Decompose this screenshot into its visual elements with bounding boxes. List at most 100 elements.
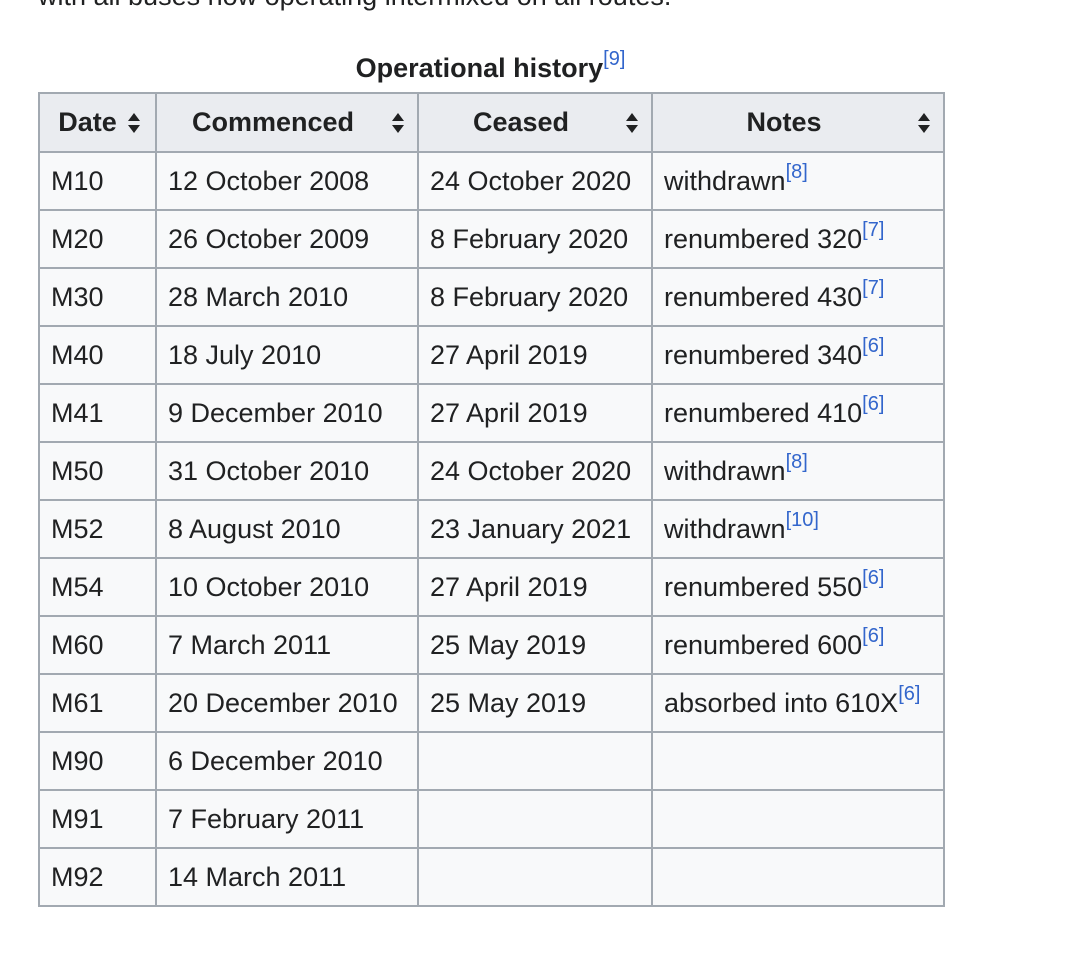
reference-link[interactable]: [6] <box>862 392 885 415</box>
note-text: renumbered 600 <box>664 629 863 660</box>
ceased-cell <box>417 847 653 907</box>
table-row: M40 18 July 2010 27 April 2019 renumbere… <box>38 325 945 385</box>
note-text: renumbered 550 <box>664 571 863 602</box>
notes-cell: renumbered 410[6] <box>651 383 945 443</box>
commenced-cell: 26 October 2009 <box>155 209 419 269</box>
note-text: withdrawn <box>664 513 786 544</box>
ceased-cell <box>417 731 653 791</box>
note-text: renumbered 410 <box>664 397 863 428</box>
route-cell: M61 <box>38 673 157 733</box>
column-header-notes[interactable]: Notes <box>651 92 945 153</box>
table-row: M60 7 March 2011 25 May 2019 renumbered … <box>38 615 945 675</box>
ceased-cell: 8 February 2020 <box>417 267 653 327</box>
commenced-cell: 12 October 2008 <box>155 151 419 211</box>
commenced-cell: 31 October 2010 <box>155 441 419 501</box>
notes-cell <box>651 731 945 791</box>
column-header-label: Ceased <box>472 107 570 137</box>
ceased-cell: 27 April 2019 <box>417 557 653 617</box>
commenced-cell: 6 December 2010 <box>155 731 419 791</box>
notes-cell: withdrawn[8] <box>651 441 945 501</box>
ceased-cell: 27 April 2019 <box>417 383 653 443</box>
notes-cell: renumbered 430[7] <box>651 267 945 327</box>
reference-link[interactable]: [8] <box>785 160 808 183</box>
notes-cell: absorbed into 610X[6] <box>651 673 945 733</box>
column-header-label: Commenced <box>191 107 355 137</box>
ceased-cell: 8 February 2020 <box>417 209 653 269</box>
route-cell: M54 <box>38 557 157 617</box>
ceased-cell: 23 January 2021 <box>417 499 653 559</box>
operational-history-table: Date Commenced Ceased Notes M10 12 Octob… <box>38 92 945 907</box>
ceased-cell: 24 October 2020 <box>417 151 653 211</box>
caption-ref-link[interactable]: [9] <box>603 48 626 70</box>
route-cell: M50 <box>38 441 157 501</box>
note-text: absorbed into 610X <box>664 687 899 718</box>
table-caption: Operational history[9] <box>38 48 943 88</box>
ceased-cell: 25 May 2019 <box>417 673 653 733</box>
reference-link[interactable]: [8] <box>785 450 808 473</box>
table-row: M10 12 October 2008 24 October 2020 with… <box>38 151 945 211</box>
table-row: M30 28 March 2010 8 February 2020 renumb… <box>38 267 945 327</box>
route-cell: M10 <box>38 151 157 211</box>
column-header-date[interactable]: Date <box>38 92 157 153</box>
caption-ref: [9] <box>603 48 625 70</box>
table-row: M90 6 December 2010 <box>38 731 945 791</box>
commenced-cell: 20 December 2010 <box>155 673 419 733</box>
above-paragraph-text: with all buses now operating intermixed … <box>38 0 671 11</box>
table-row: M92 14 March 2011 <box>38 847 945 907</box>
reference-link[interactable]: [7] <box>862 218 885 241</box>
sort-both-icon <box>918 112 930 133</box>
route-cell: M30 <box>38 267 157 327</box>
route-cell: M92 <box>38 847 157 907</box>
table-row: M41 9 December 2010 27 April 2019 renumb… <box>38 383 945 443</box>
note-text: withdrawn <box>664 455 786 486</box>
route-cell: M20 <box>38 209 157 269</box>
sort-both-icon <box>392 112 404 133</box>
column-header-commenced[interactable]: Commenced <box>155 92 419 153</box>
notes-cell: renumbered 320[7] <box>651 209 945 269</box>
table-row: M54 10 October 2010 27 April 2019 renumb… <box>38 557 945 617</box>
table-row: M50 31 October 2010 24 October 2020 with… <box>38 441 945 501</box>
table-row: M91 7 February 2011 <box>38 789 945 849</box>
notes-cell <box>651 847 945 907</box>
ceased-cell: 24 October 2020 <box>417 441 653 501</box>
note-text: renumbered 320 <box>664 223 863 254</box>
sort-both-icon <box>626 112 638 133</box>
notes-cell: renumbered 550[6] <box>651 557 945 617</box>
column-header-label: Date <box>58 107 117 137</box>
table-header-row: Date Commenced Ceased Notes <box>38 92 945 153</box>
commenced-cell: 28 March 2010 <box>155 267 419 327</box>
caption-title: Operational history <box>355 53 604 83</box>
ceased-cell: 25 May 2019 <box>417 615 653 675</box>
reference-link[interactable]: [6] <box>862 334 885 357</box>
commenced-cell: 10 October 2010 <box>155 557 419 617</box>
sort-both-icon <box>128 112 140 133</box>
notes-cell: renumbered 600[6] <box>651 615 945 675</box>
reference-link[interactable]: [7] <box>862 276 885 299</box>
column-header-label: Notes <box>746 107 822 137</box>
commenced-cell: 7 February 2011 <box>155 789 419 849</box>
route-cell: M90 <box>38 731 157 791</box>
notes-cell: withdrawn[8] <box>651 151 945 211</box>
reference-link[interactable]: [6] <box>862 624 885 647</box>
commenced-cell: 18 July 2010 <box>155 325 419 385</box>
route-cell: M52 <box>38 499 157 559</box>
route-cell: M60 <box>38 615 157 675</box>
commenced-cell: 7 March 2011 <box>155 615 419 675</box>
route-cell: M91 <box>38 789 157 849</box>
route-cell: M40 <box>38 325 157 385</box>
route-cell: M41 <box>38 383 157 443</box>
column-header-ceased[interactable]: Ceased <box>417 92 653 153</box>
table-row: M20 26 October 2009 8 February 2020 renu… <box>38 209 945 269</box>
notes-cell: renumbered 340[6] <box>651 325 945 385</box>
ceased-cell <box>417 789 653 849</box>
ceased-cell: 27 April 2019 <box>417 325 653 385</box>
commenced-cell: 9 December 2010 <box>155 383 419 443</box>
table-row: M52 8 August 2010 23 January 2021 withdr… <box>38 499 945 559</box>
note-text: renumbered 340 <box>664 339 863 370</box>
reference-link[interactable]: [6] <box>862 566 885 589</box>
commenced-cell: 14 March 2011 <box>155 847 419 907</box>
reference-link[interactable]: [6] <box>898 682 921 705</box>
reference-link[interactable]: [10] <box>785 508 819 531</box>
note-text: withdrawn <box>664 165 786 196</box>
notes-cell <box>651 789 945 849</box>
